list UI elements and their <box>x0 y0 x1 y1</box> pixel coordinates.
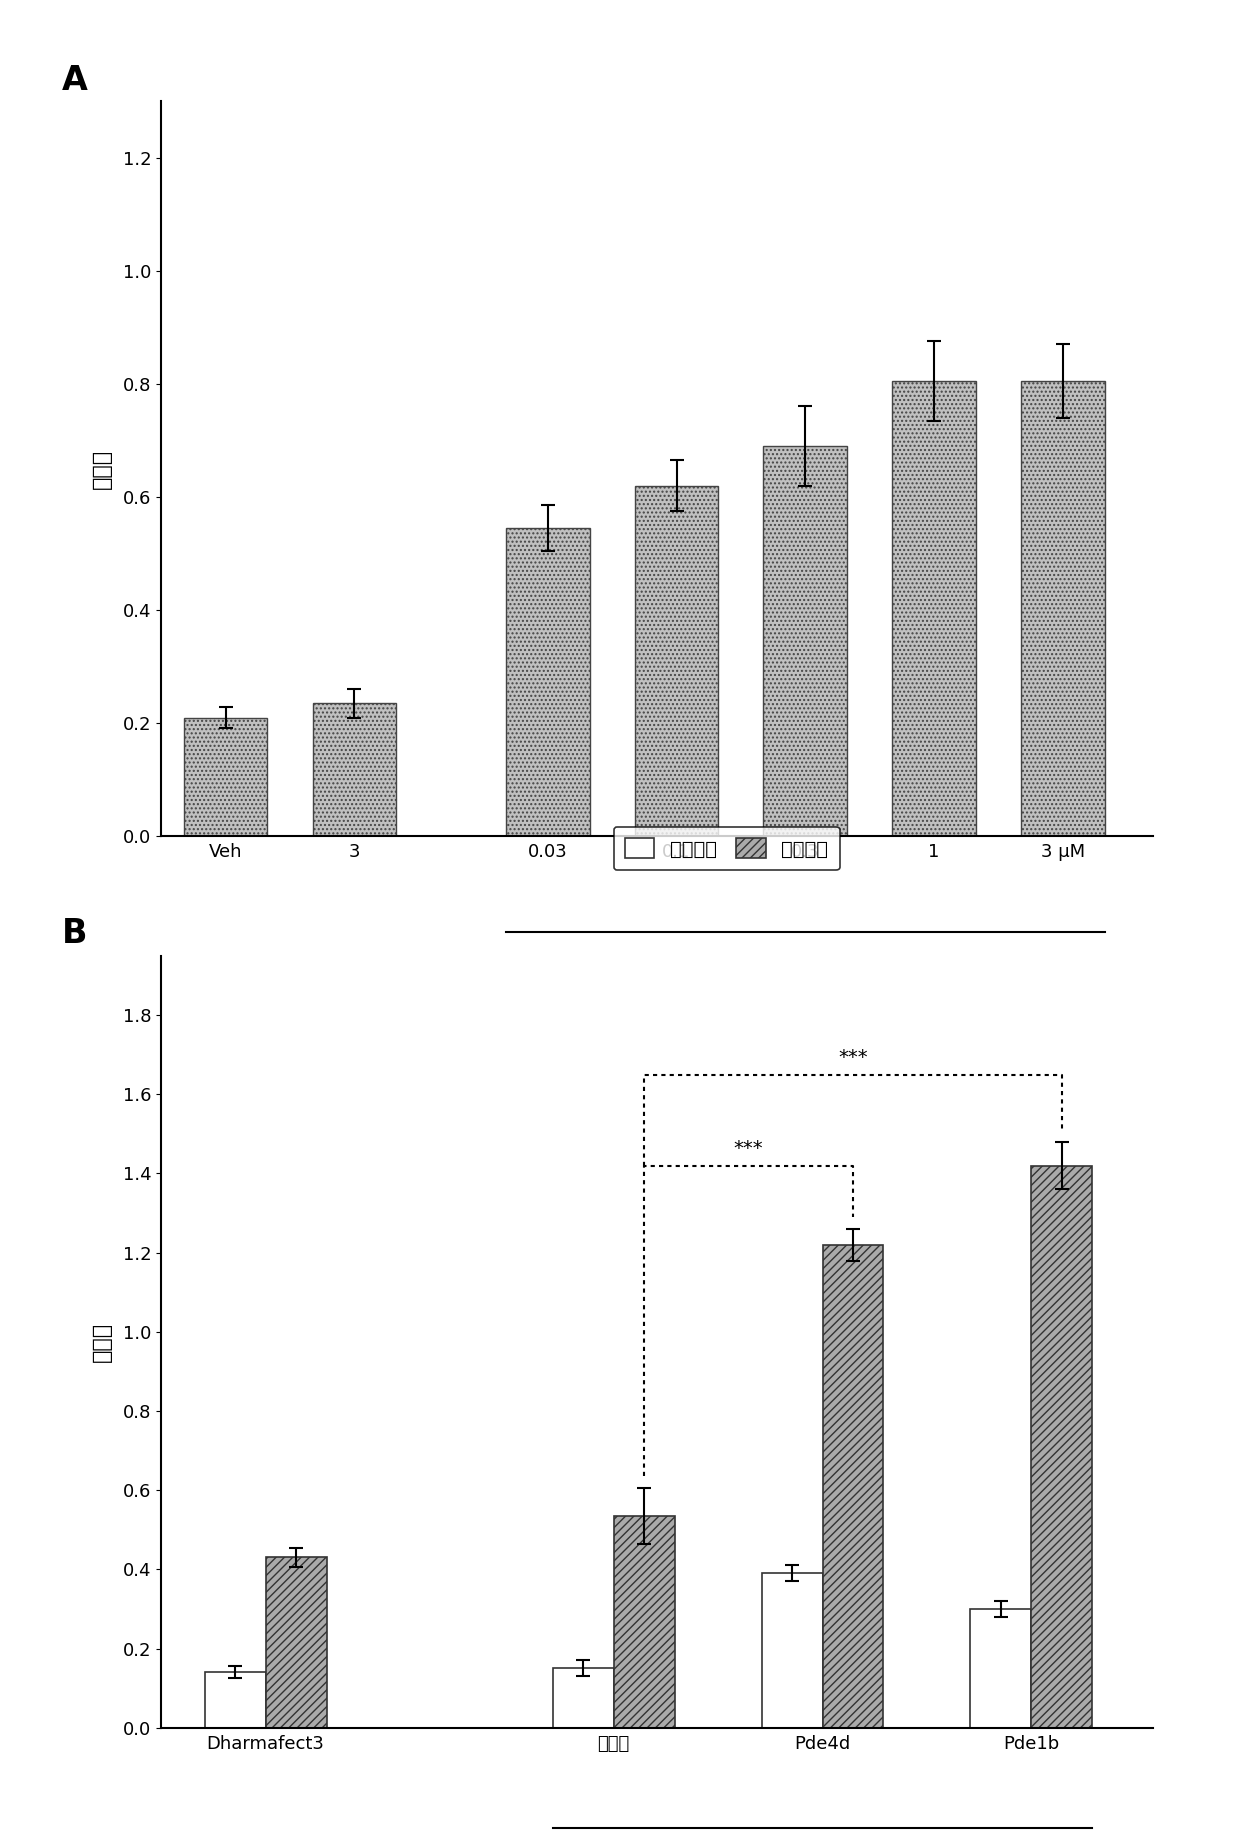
Text: ***: *** <box>838 1048 868 1066</box>
Y-axis label: 分枝点: 分枝点 <box>92 1322 112 1362</box>
Bar <box>761 1573 822 1728</box>
Text: ***: *** <box>734 1140 764 1158</box>
Bar <box>312 704 397 836</box>
Bar <box>822 1244 883 1728</box>
Bar <box>205 1673 265 1728</box>
Bar <box>764 447 847 836</box>
Bar <box>506 528 589 836</box>
Text: B: B <box>62 917 88 950</box>
Bar <box>1022 380 1105 836</box>
Legend: 没有处理, 佛司可林: 没有处理, 佛司可林 <box>614 827 839 871</box>
Bar <box>184 717 268 836</box>
Bar <box>553 1669 614 1728</box>
Bar <box>893 380 976 836</box>
Y-axis label: 分枝点: 分枝点 <box>92 448 112 489</box>
Text: A: A <box>62 64 88 97</box>
Bar <box>265 1557 326 1728</box>
Bar <box>635 485 718 836</box>
Text: +5μM  佛司可林: +5μM 佛司可林 <box>746 991 864 1009</box>
Bar <box>971 1608 1032 1728</box>
Bar <box>614 1516 675 1728</box>
Bar <box>1032 1165 1092 1728</box>
